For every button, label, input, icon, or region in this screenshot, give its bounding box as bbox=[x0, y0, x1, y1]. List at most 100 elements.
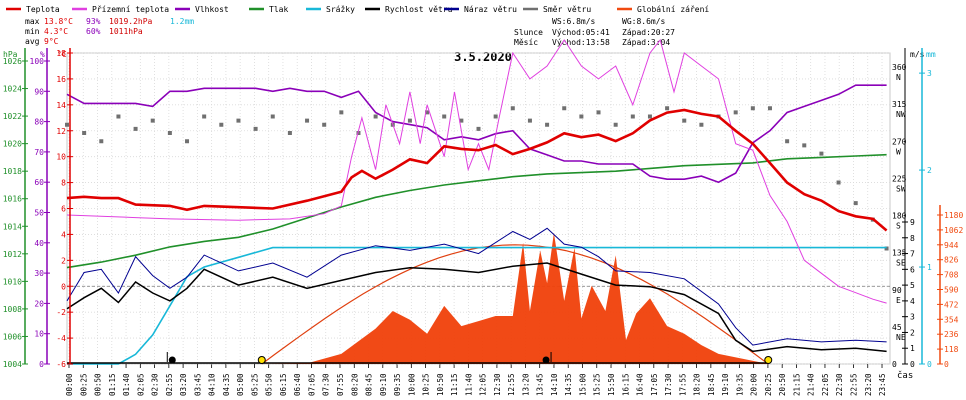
x-tick-label: 14:10 bbox=[550, 373, 559, 396]
degc-axis-tick-label: 16 bbox=[56, 75, 66, 84]
x-tick-label: 21:40 bbox=[807, 373, 816, 396]
degc-axis-tick-label: 18 bbox=[56, 49, 66, 58]
wm2-tick-label: 708 bbox=[944, 271, 959, 280]
wind-direction-point bbox=[596, 110, 601, 115]
wind-direction-point bbox=[493, 114, 498, 119]
x-tick-label: 22:05 bbox=[821, 373, 830, 396]
degc-axis-tick-label: 0 bbox=[61, 282, 66, 291]
direction-tick-label: 360 bbox=[892, 63, 907, 72]
x-tick-label: 22:30 bbox=[835, 373, 844, 396]
wind-direction-point bbox=[733, 110, 738, 115]
wind-direction-point bbox=[219, 122, 224, 127]
pressure-line bbox=[66, 153, 887, 269]
x-tick-label: 15:50 bbox=[607, 373, 616, 396]
x-tick-label: 09:35 bbox=[393, 373, 402, 396]
x-tick-label: 06:40 bbox=[293, 373, 302, 396]
wm2-tick-label: 118 bbox=[944, 345, 959, 354]
sunset-marker bbox=[764, 356, 773, 364]
wind-direction-point bbox=[407, 118, 412, 123]
ms-tick-label: 8 bbox=[910, 234, 915, 243]
summary-humidity: 93% bbox=[86, 17, 101, 26]
x-tick-label: 12:30 bbox=[493, 373, 502, 396]
direction-sub-label: W bbox=[896, 147, 901, 156]
x-tick-label: 15:25 bbox=[593, 373, 602, 396]
direction-sub-label: NE bbox=[896, 333, 906, 342]
degc-axis-label: °C bbox=[57, 50, 67, 59]
wind-direction-point bbox=[133, 126, 138, 131]
moonrise-marker bbox=[542, 356, 550, 364]
pct-axis-label: % bbox=[40, 50, 45, 59]
x-tick-label: 18:20 bbox=[693, 373, 702, 396]
x-tick-label: 01:40 bbox=[122, 373, 131, 396]
wm2-tick-label: 826 bbox=[944, 256, 959, 265]
degc-axis-tick-label: 10 bbox=[56, 153, 66, 162]
pct-axis-tick-label: 0 bbox=[39, 360, 44, 369]
x-tick-label: 14:35 bbox=[564, 373, 573, 396]
wind-direction-point bbox=[750, 106, 755, 111]
x-tick-label: 09:10 bbox=[379, 373, 388, 396]
x-tick-label: 03:45 bbox=[193, 373, 202, 396]
info-moonrise: Východ:13:58 bbox=[552, 38, 610, 47]
wind-direction-point bbox=[819, 151, 824, 156]
wind-direction-point bbox=[287, 131, 292, 135]
wind-direction-point bbox=[305, 118, 310, 123]
x-tick-label: 10:50 bbox=[436, 373, 445, 396]
wind-direction-point bbox=[665, 106, 670, 111]
degc-axis-tick-label: -2 bbox=[56, 308, 66, 317]
mm-tick-label: 3 bbox=[927, 69, 932, 78]
wind-direction-point bbox=[767, 106, 772, 111]
wind-direction-point bbox=[579, 114, 584, 119]
hpa-axis-tick-label: 1026 bbox=[3, 57, 22, 66]
x-tick-label: 00:50 bbox=[94, 373, 103, 396]
legend-label: Směr větru bbox=[543, 5, 591, 14]
wm2-tick-label: 944 bbox=[944, 241, 959, 250]
x-tick-label: 07:05 bbox=[307, 373, 316, 396]
x-tick-label: 11:40 bbox=[464, 373, 473, 396]
direction-sub-label: E bbox=[896, 296, 901, 305]
wm2-tick-label: 590 bbox=[944, 286, 959, 295]
wind-direction-point bbox=[65, 122, 69, 127]
hpa-axis-tick-label: 1020 bbox=[3, 140, 22, 149]
x-tick-label: 08:20 bbox=[350, 373, 359, 396]
x-tick-label: 08:45 bbox=[365, 373, 374, 396]
wind-direction-point bbox=[785, 139, 790, 144]
hpa-axis-tick-label: 1016 bbox=[3, 195, 22, 204]
wind-direction-point bbox=[884, 246, 889, 251]
x-tick-label: 05:25 bbox=[250, 373, 259, 396]
mm-tick-label: 1 bbox=[927, 263, 932, 272]
pct-axis-tick-label: 20 bbox=[34, 299, 44, 308]
x-tick-label: 11:15 bbox=[450, 373, 459, 396]
wind-direction-point bbox=[853, 201, 858, 206]
x-tick-label: 02:05 bbox=[136, 373, 145, 396]
x-tick-label: 20:00 bbox=[750, 373, 759, 396]
legend-label: Tlak bbox=[269, 5, 288, 14]
legend-label: Přízemní teplota bbox=[92, 5, 169, 14]
x-tick-label: 16:15 bbox=[621, 373, 630, 396]
direction-tick-label: 135 bbox=[892, 249, 907, 258]
x-tick-label: 02:30 bbox=[151, 373, 160, 396]
wind-direction-point bbox=[322, 122, 327, 127]
info-wg: WG:8.6m/s bbox=[622, 17, 666, 26]
axes: 1026102410221020101810161014101210101008… bbox=[3, 48, 963, 369]
ms-tick-label: 7 bbox=[910, 250, 915, 259]
wind-direction-point bbox=[253, 126, 258, 131]
x-tick-label: 23:20 bbox=[864, 373, 873, 396]
pct-axis-tick-label: 100 bbox=[30, 57, 45, 66]
pct-axis-tick-label: 70 bbox=[34, 148, 44, 157]
x-tick-label: 10:00 bbox=[407, 373, 416, 396]
summary-rain: 1.2mm bbox=[170, 17, 194, 26]
x-tick-label: 18:45 bbox=[707, 373, 716, 396]
x-tick-label: 12:05 bbox=[479, 373, 488, 396]
degc-axis-tick-label: 6 bbox=[61, 205, 66, 214]
x-tick-label: 06:15 bbox=[279, 373, 288, 396]
info-sunrise: Východ:05:41 bbox=[552, 28, 610, 37]
hpa-axis-tick-label: 1008 bbox=[3, 305, 22, 314]
wind-direction-point bbox=[185, 139, 190, 144]
hpa-axis-tick-label: 1014 bbox=[3, 222, 22, 231]
direction-tick-label: 270 bbox=[892, 137, 907, 146]
x-tick-label: 19:10 bbox=[721, 373, 730, 396]
x-tick-label: 13:45 bbox=[536, 373, 545, 396]
pct-axis-tick-label: 60 bbox=[34, 178, 44, 187]
x-tick-label: 05:50 bbox=[265, 373, 274, 396]
info-sunset: Západ:20:27 bbox=[622, 28, 675, 37]
